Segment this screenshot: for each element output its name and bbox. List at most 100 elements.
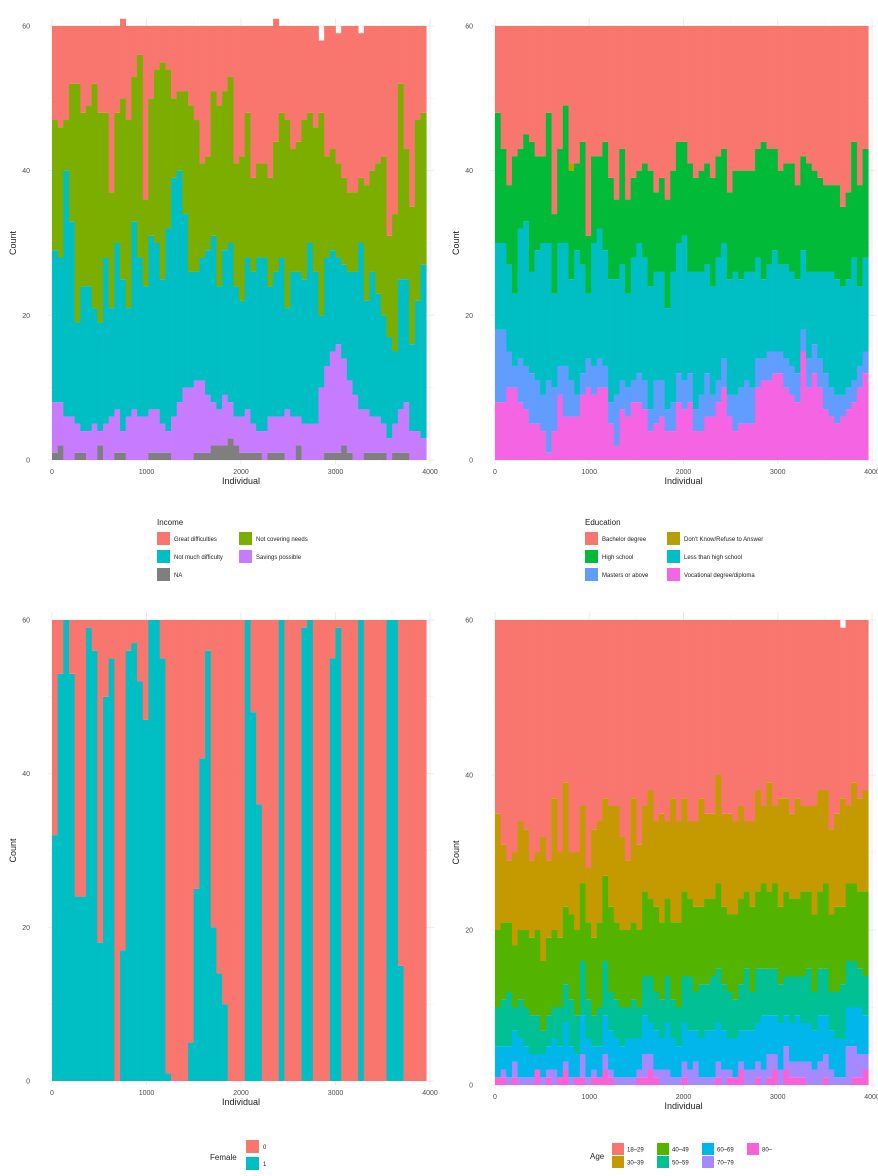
- bar-segment-40-49: [851, 883, 858, 961]
- bar-segment-na: [205, 452, 212, 460]
- bar-segment-high-school: [495, 112, 501, 243]
- bar-segment-50-59: [856, 968, 863, 1008]
- bar-segment-not-covering-needs: [222, 91, 229, 251]
- y-tick-label: 40: [22, 168, 30, 175]
- bar-segment-less-than-high-school: [591, 243, 598, 366]
- bar-segment-less-than-high-school: [760, 279, 767, 359]
- bar-segment-bachelor-degree: [574, 26, 581, 164]
- bar-segment-30-39: [721, 813, 728, 907]
- bar-segment-high-school: [619, 148, 626, 265]
- bar-segment-1: [329, 658, 336, 1081]
- bar-segment-60-69: [726, 1038, 733, 1070]
- bar-segment-less-than-high-school: [608, 279, 615, 403]
- bar-segment-masters-or-above: [772, 351, 779, 374]
- bar-segment-60-69: [613, 1038, 620, 1078]
- bar-segment-40-49: [794, 899, 801, 977]
- bar-segment-not-covering-needs: [120, 98, 127, 280]
- bar-segment-savings-possible: [358, 409, 365, 460]
- bar-segment-high-school: [517, 148, 524, 229]
- bar-segment-not-covering-needs: [86, 105, 93, 287]
- bar-segment-not-covering-needs: [329, 148, 336, 251]
- bar-segment-1: [216, 973, 223, 1081]
- bar-segment-high-school: [596, 156, 603, 229]
- bar-segment-0: [80, 620, 87, 897]
- bar-segment-vocational-degree-diploma: [495, 402, 501, 460]
- bar-segment-50-59: [596, 1007, 603, 1047]
- bar-segment-great-difficulties: [227, 26, 234, 77]
- bar-segment-0: [312, 620, 319, 1081]
- bar-segment-30-39: [777, 798, 784, 907]
- bar-segment-50-59: [709, 976, 716, 1031]
- bar-segment-savings-possible: [397, 409, 404, 453]
- bar-segment-70-79: [528, 1077, 535, 1085]
- bar-segment-not-covering-needs: [290, 148, 297, 272]
- bar-segment-great-difficulties: [97, 26, 104, 113]
- bar-segment-less-than-high-school: [613, 279, 620, 395]
- bar-segment-vocational-degree-diploma: [732, 431, 739, 460]
- bar-segment-masters-or-above: [653, 380, 660, 424]
- bar-segment-great-difficulties: [284, 26, 291, 121]
- bar-segment-40-49: [562, 906, 569, 985]
- bar-segment-high-school: [862, 148, 869, 258]
- bar-segment-50-59: [749, 992, 756, 1031]
- bar-segment-0: [137, 620, 144, 682]
- bar-segment-high-school: [834, 185, 841, 280]
- bar-segment-0: [363, 620, 370, 1081]
- bar-segment-60-69: [664, 1023, 671, 1070]
- bar-segment-0: [397, 620, 404, 966]
- bar-segment-60-69: [755, 1023, 762, 1062]
- bar-segment-60-69: [721, 1030, 728, 1070]
- bar-segment-40-49: [500, 922, 507, 1000]
- bar-segment-not-much-difficulty: [261, 257, 268, 432]
- bar-segment-not-covering-needs: [409, 206, 416, 345]
- bar-segment-less-than-high-school: [732, 271, 739, 395]
- bar-segment-vocational-degree-diploma: [709, 416, 716, 460]
- bar-segment-vocational-degree-diploma: [760, 380, 767, 460]
- bar-segment-0: [329, 620, 336, 659]
- bar-segment-not-covering-needs: [324, 156, 331, 258]
- bar-segment-70-79: [766, 1054, 773, 1078]
- bar-segment-great-difficulties: [57, 26, 64, 128]
- bar-segment-70-79: [721, 1069, 728, 1085]
- bar-segment-na: [346, 452, 353, 460]
- y-axis-title: Count: [8, 838, 18, 863]
- bar-segment-great-difficulties: [369, 26, 376, 171]
- bar-segment-0: [57, 620, 64, 674]
- bar-segment-0: [420, 620, 427, 1081]
- bar-segment-bachelor-degree: [800, 26, 807, 157]
- bar-segment-0: [193, 620, 200, 889]
- bar-segment-not-much-difficulty: [420, 264, 427, 439]
- bar-segment-savings-possible: [369, 416, 376, 453]
- bar-segment-not-much-difficulty: [233, 286, 240, 417]
- bar-segment-not-covering-needs: [57, 127, 64, 258]
- bar-segment-60-69: [523, 1046, 530, 1078]
- bar-segment-high-school: [528, 141, 535, 272]
- bar-segment-not-much-difficulty: [216, 286, 223, 410]
- bar-segment-18-29: [517, 620, 524, 822]
- bar-segment-bachelor-degree: [698, 26, 705, 171]
- legend-label-50-59: 50–59: [672, 1161, 689, 1167]
- bar-segment-savings-possible: [154, 409, 161, 453]
- bar-segment-less-than-high-school: [777, 264, 784, 352]
- bar-segment-30-39: [862, 790, 869, 892]
- bar-segment-less-than-high-school: [523, 221, 530, 366]
- bar-segment-high-school: [789, 163, 796, 272]
- bar-segment-70-79: [591, 1069, 598, 1078]
- bar-segment-50-59: [862, 976, 869, 1016]
- bar-segment-60-69: [511, 1030, 518, 1062]
- x-tick-label: 4000: [422, 1090, 438, 1097]
- bar-segment-30-39: [630, 798, 637, 923]
- legend-label-bachelor-degree: Bachelor degree: [602, 537, 647, 543]
- y-axis-title: Count: [8, 231, 18, 256]
- bar-segment-18-29: [495, 620, 501, 814]
- bar-segment-great-difficulties: [171, 26, 178, 99]
- bar-segment-40-49: [856, 891, 863, 969]
- bar-segment-30-39: [642, 806, 649, 892]
- bar-segment-30-39: [817, 790, 824, 892]
- bar-segment-50-59: [789, 976, 796, 1023]
- bar-segment-60-69: [738, 1030, 745, 1062]
- bar-segment-masters-or-above: [828, 387, 835, 417]
- bar-segment-masters-or-above: [738, 387, 745, 424]
- bar-segment-60-69: [602, 1015, 609, 1054]
- bar-segment-50-59: [755, 968, 762, 1023]
